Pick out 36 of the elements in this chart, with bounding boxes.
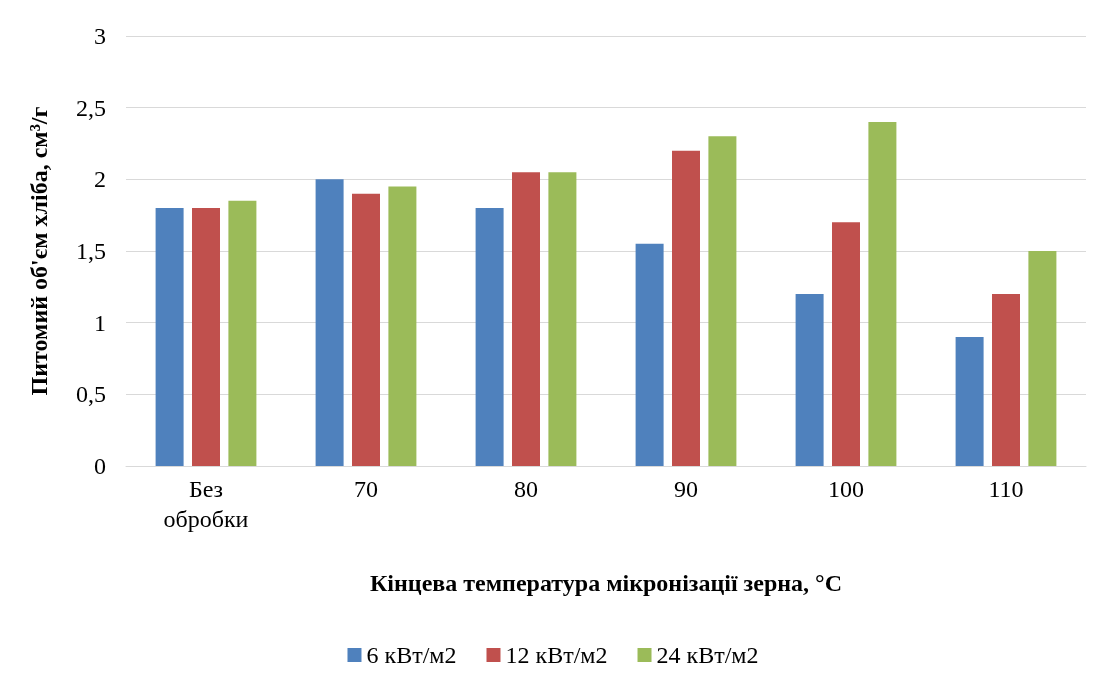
bar (992, 294, 1020, 466)
bar (795, 294, 824, 466)
x-tick-label: 80 (514, 476, 538, 502)
y-tick-label: 1 (94, 309, 106, 336)
bar (548, 172, 577, 466)
bar (868, 122, 897, 466)
bar (635, 243, 664, 466)
y-tick-label: 1,5 (76, 238, 106, 264)
bar (708, 136, 737, 466)
y-tick-label: 0 (94, 453, 106, 479)
bar (512, 172, 540, 466)
bar (1028, 251, 1057, 466)
x-tick-label: 70 (354, 476, 378, 502)
x-tick-label: Без обробки (163, 476, 249, 532)
y-tick-label: 0,5 (76, 381, 106, 408)
x-tick-label: 110 (988, 476, 1024, 502)
bar (315, 179, 344, 466)
legend-label: 6 кВт/м2 (366, 642, 457, 668)
bar (352, 193, 380, 466)
bar (955, 337, 984, 466)
y-tick-label: 2,5 (76, 94, 106, 121)
y-axis-title: Питомий об'єм хліба, см³/г (26, 106, 52, 396)
x-tick-label: 100 (828, 476, 864, 502)
y-tick-label: 2 (94, 166, 106, 193)
bar (192, 208, 220, 466)
bar (672, 150, 700, 466)
y-tick-label: 3 (94, 23, 106, 49)
legend-label: 24 кВт/м2 (656, 642, 759, 668)
x-axis-title: Кінцева температура мікронізації зерна, °C (369, 570, 843, 596)
bar (475, 208, 504, 466)
bar (832, 222, 860, 466)
bar (155, 208, 184, 466)
x-tick-label: 90 (674, 476, 698, 502)
legend-label: 12 кВт/м2 (505, 642, 608, 668)
bar (388, 186, 417, 466)
bar (228, 200, 257, 466)
